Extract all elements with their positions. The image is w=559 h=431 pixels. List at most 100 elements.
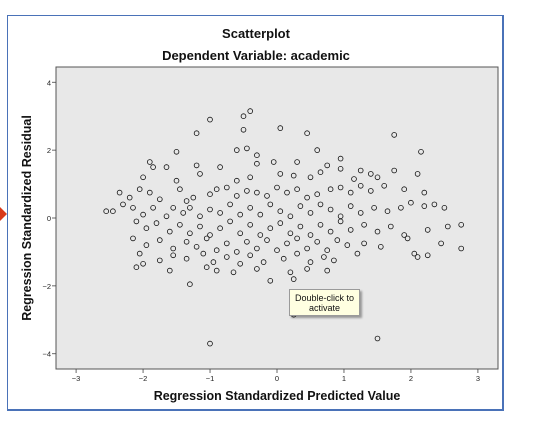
data-point — [347, 203, 354, 209]
data-point — [213, 247, 220, 254]
data-point — [280, 255, 287, 262]
data-point — [317, 169, 324, 176]
data-point — [227, 201, 233, 208]
data-point — [337, 166, 344, 172]
data-point — [170, 245, 177, 252]
data-point — [240, 113, 247, 119]
activate-tooltip: Double-click to activate — [289, 289, 360, 316]
data-point — [290, 172, 297, 179]
data-point — [337, 155, 344, 162]
data-point — [307, 232, 314, 238]
data-point — [163, 213, 170, 220]
data-point — [197, 223, 203, 230]
data-point — [197, 213, 203, 220]
data-point — [314, 239, 321, 245]
data-point — [287, 269, 294, 276]
data-point — [140, 211, 146, 218]
data-point — [361, 222, 367, 228]
data-point — [424, 252, 431, 259]
data-point — [260, 259, 267, 265]
data-point — [444, 223, 451, 230]
data-point — [157, 196, 163, 203]
data-point — [294, 159, 300, 165]
data-point — [230, 269, 237, 276]
data-point — [297, 203, 304, 209]
data-point — [244, 239, 250, 245]
data-point — [284, 240, 290, 247]
data-point — [234, 177, 240, 184]
y-tick-label: −2 — [42, 282, 51, 291]
axis-ticks: −3 −2 −1 0 1 2 3 −4 −2 0 2 4 — [42, 78, 480, 383]
data-point — [224, 240, 230, 247]
data-point — [374, 335, 381, 342]
data-point — [207, 232, 213, 238]
data-point — [277, 220, 284, 226]
data-point — [157, 237, 163, 243]
y-tick-label: −4 — [42, 350, 51, 359]
data-point — [297, 223, 304, 230]
data-point — [398, 205, 404, 211]
data-point — [254, 266, 260, 272]
data-point — [414, 171, 421, 177]
data-point — [150, 164, 156, 170]
data-point — [317, 201, 324, 208]
data-point — [381, 183, 388, 189]
data-point — [304, 266, 310, 272]
data-point — [237, 230, 244, 237]
data-point — [404, 235, 411, 242]
data-point — [257, 232, 264, 238]
data-point — [277, 125, 284, 131]
data-point — [217, 210, 223, 216]
data-point — [367, 171, 374, 177]
data-point — [140, 260, 146, 267]
data-point — [217, 164, 223, 170]
data-point — [401, 232, 408, 238]
data-point — [193, 130, 200, 137]
data-point — [317, 222, 324, 228]
data-point — [304, 194, 310, 201]
data-point — [147, 159, 153, 165]
data-point — [177, 222, 183, 228]
data-point — [147, 189, 153, 196]
data-point — [170, 252, 177, 259]
data-point — [327, 186, 334, 193]
data-point — [247, 108, 254, 114]
data-point — [290, 276, 297, 282]
data-point — [177, 186, 183, 193]
data-point — [210, 259, 217, 265]
data-point — [120, 201, 126, 208]
data-point — [294, 235, 300, 242]
data-point — [324, 247, 331, 254]
data-point — [374, 174, 381, 181]
data-point — [234, 193, 240, 199]
data-points — [103, 108, 465, 347]
data-point — [170, 205, 177, 211]
y-axis-label: Regression Standardized Residual — [20, 115, 34, 321]
data-point — [391, 167, 398, 174]
data-point — [411, 250, 418, 257]
data-point — [424, 227, 431, 233]
data-point — [314, 191, 321, 198]
data-point — [197, 171, 203, 177]
data-point — [190, 194, 197, 201]
data-point — [374, 228, 381, 235]
data-point — [130, 235, 136, 242]
chart-subtitle: Dependent Variable: academic — [162, 48, 350, 63]
data-point — [287, 213, 294, 220]
data-point — [304, 245, 310, 252]
data-point — [227, 218, 233, 225]
data-point — [133, 218, 140, 225]
data-point — [307, 174, 314, 181]
data-point — [254, 160, 260, 167]
data-point — [441, 205, 448, 211]
data-point — [187, 205, 193, 211]
data-point — [207, 191, 213, 198]
data-point — [167, 228, 173, 235]
data-point — [327, 206, 334, 213]
data-point — [321, 254, 327, 260]
data-point — [143, 225, 150, 232]
data-point — [377, 244, 384, 250]
data-point — [277, 171, 284, 177]
data-point — [183, 239, 190, 245]
